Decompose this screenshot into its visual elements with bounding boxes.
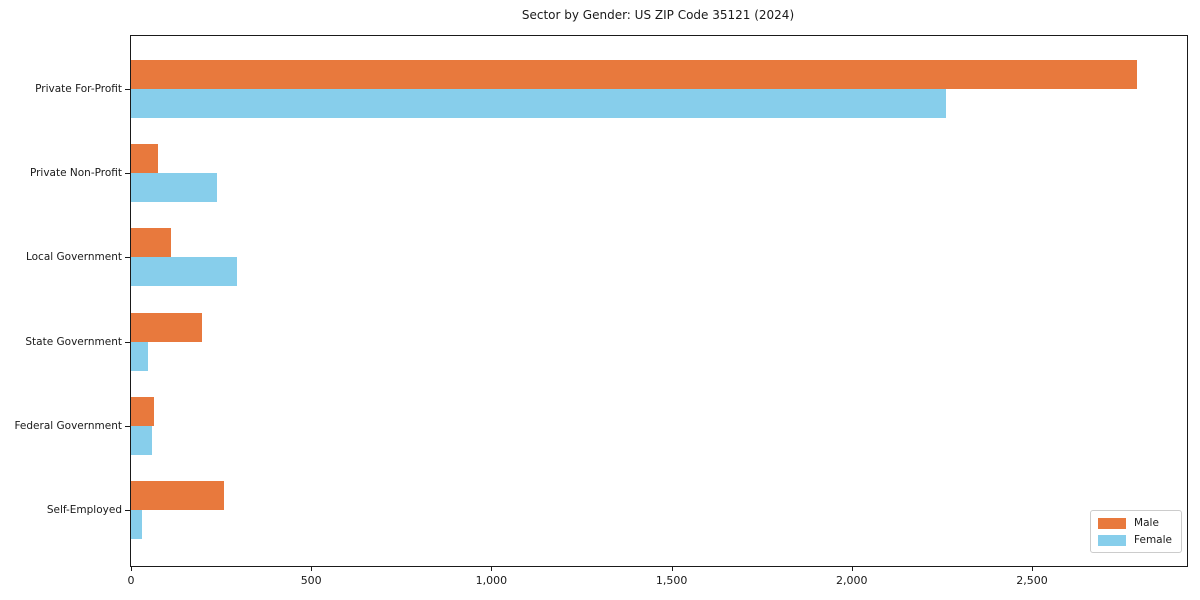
legend-label-female: Female [1134,534,1172,546]
y-tick-mark [125,173,130,175]
bar-female-private-non-profit [131,173,218,203]
bar-male-local-government [131,228,171,258]
y-tick-mark [125,89,130,90]
x-tick-mark [851,566,853,571]
x-tick-mark [671,566,673,571]
y-axis-label-federal-government: Federal Government [14,419,122,432]
bar-female-self-employed [131,510,143,539]
y-axis-label-private-non-profit: Private Non-Profit [29,167,122,180]
x-tick-mark [491,566,493,571]
bar-male-federal-government [131,396,154,426]
legend-label-male: Male [1134,517,1159,529]
x-axis-label-2-500: 2,500 [1016,574,1048,587]
plot-area: Male Female Private For-Profit Private No… [14,35,1188,587]
y-tick-mark [125,510,130,511]
bar-female-local-government [131,257,237,287]
x-axis-label-1-500: 1,500 [655,574,688,587]
y-axis-label-self-employed: Self-Employed [46,504,122,516]
bar-male-private-non-profit [131,144,158,174]
female-swatch-icon [1098,534,1127,546]
y-tick-mark [125,257,130,259]
legend-item-male: Male [1098,517,1172,529]
male-swatch-icon [1098,517,1127,529]
bar-male-private-for-profit [131,60,1137,89]
y-axis-label-state-government: State Government [25,335,122,348]
x-tick-mark [1032,566,1033,571]
legend-item-female: Female [1098,534,1172,546]
bar-male-self-employed [131,481,224,510]
y-tick-mark [125,425,130,427]
bar-male-state-government [131,312,202,342]
x-axis-label-0: 0 [127,574,135,587]
y-axis-label-local-government: Local Government [25,251,122,264]
bar-female-federal-government [131,425,152,455]
bar-female-private-for-profit [131,89,946,118]
bar-female-state-government [131,341,148,371]
x-tick-mark [311,566,313,571]
x-axis-label-1-000: 1,000 [475,574,508,587]
legend: Male Female [1090,510,1182,553]
x-tick-mark [131,566,132,571]
chart-title: Sector by Gender: US ZIP Code 35121 (202… [521,8,795,22]
x-axis-label-2-000: 2,000 [836,574,868,587]
x-axis-label-500: 500 [300,574,322,587]
y-tick-mark [125,341,130,343]
y-axis-label-private-for-profit: Private For-Profit [35,83,122,95]
